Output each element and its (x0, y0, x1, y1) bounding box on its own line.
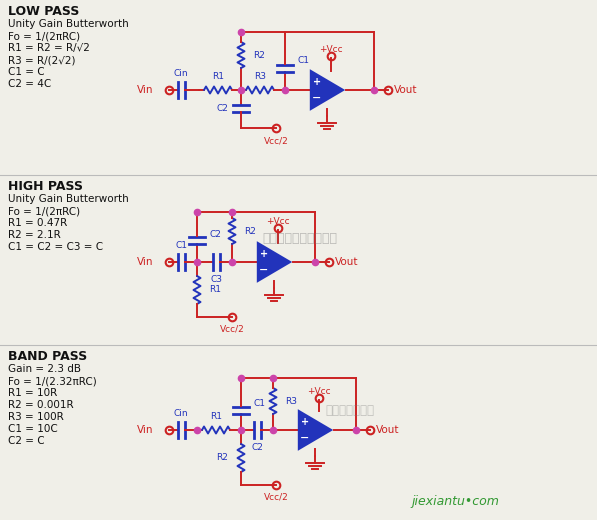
Text: C3: C3 (210, 275, 222, 284)
Text: Vout: Vout (335, 257, 359, 267)
Text: C2: C2 (209, 229, 221, 239)
Text: Cin: Cin (174, 69, 188, 78)
Text: C1: C1 (175, 241, 187, 250)
Text: +Vcc: +Vcc (319, 45, 343, 54)
Text: jiexiantu•com: jiexiantu•com (411, 495, 499, 508)
Text: −: − (312, 93, 322, 102)
Polygon shape (258, 243, 290, 281)
Text: +: + (260, 250, 268, 259)
Text: LOW PASS: LOW PASS (8, 5, 79, 18)
Text: +Vcc: +Vcc (307, 387, 331, 396)
Text: R1: R1 (212, 72, 224, 81)
Text: C1 = 10C: C1 = 10C (8, 424, 58, 434)
Text: Vin: Vin (137, 85, 153, 95)
Text: 维库电子市场网: 维库电子市场网 (325, 404, 374, 417)
Text: Vcc/2: Vcc/2 (264, 136, 288, 145)
Text: R3: R3 (254, 72, 266, 81)
Text: C2 = C: C2 = C (8, 436, 45, 446)
Text: R3 = R/(2√2): R3 = R/(2√2) (8, 55, 75, 65)
Polygon shape (299, 411, 331, 449)
Polygon shape (311, 71, 343, 109)
Text: C1 = C2 = C3 = C: C1 = C2 = C3 = C (8, 242, 103, 252)
Text: R1 = 0.47R: R1 = 0.47R (8, 218, 67, 228)
Text: C2: C2 (251, 443, 263, 452)
Text: Unity Gain Butterworth: Unity Gain Butterworth (8, 19, 129, 29)
Text: R2: R2 (216, 453, 228, 462)
Text: R2: R2 (244, 227, 256, 236)
Text: −: − (259, 265, 269, 275)
Text: 杭州将睹科技有限公司: 杭州将睹科技有限公司 (263, 231, 337, 244)
Text: R1: R1 (210, 412, 222, 421)
Text: Fo = 1/(2.32πRC): Fo = 1/(2.32πRC) (8, 376, 97, 386)
Text: Vcc/2: Vcc/2 (264, 493, 288, 502)
Text: R2: R2 (253, 50, 265, 59)
Text: Cin: Cin (174, 409, 188, 418)
Text: C1: C1 (253, 399, 265, 409)
Text: BAND PASS: BAND PASS (8, 350, 87, 363)
Text: R1: R1 (209, 285, 221, 294)
Text: C1 = C: C1 = C (8, 67, 45, 77)
Text: C1: C1 (297, 56, 309, 64)
Text: Fo = 1/(2πRC): Fo = 1/(2πRC) (8, 206, 80, 216)
Text: Vin: Vin (137, 257, 153, 267)
Text: −: − (300, 433, 309, 443)
Text: R1 = 10R: R1 = 10R (8, 388, 57, 398)
Text: Vin: Vin (137, 425, 153, 435)
Text: Vout: Vout (376, 425, 399, 435)
Text: Fo = 1/(2πRC): Fo = 1/(2πRC) (8, 31, 80, 41)
Text: Vcc/2: Vcc/2 (220, 325, 244, 334)
Text: R3 = 100R: R3 = 100R (8, 412, 64, 422)
Text: Unity Gain Butterworth: Unity Gain Butterworth (8, 194, 129, 204)
Text: C2 = 4C: C2 = 4C (8, 79, 51, 89)
Text: R2 = 0.001R: R2 = 0.001R (8, 400, 73, 410)
Text: R2 = 2.1R: R2 = 2.1R (8, 230, 61, 240)
Text: R1 = R2 = R/√2: R1 = R2 = R/√2 (8, 43, 90, 53)
Text: +: + (313, 77, 321, 87)
Text: +Vcc: +Vcc (266, 217, 290, 226)
Text: R3: R3 (285, 396, 297, 406)
Text: Gain = 2.3 dB: Gain = 2.3 dB (8, 364, 81, 374)
Text: C2: C2 (216, 103, 228, 112)
Text: Vout: Vout (394, 85, 417, 95)
Text: +: + (301, 418, 309, 427)
Text: HIGH PASS: HIGH PASS (8, 180, 83, 193)
